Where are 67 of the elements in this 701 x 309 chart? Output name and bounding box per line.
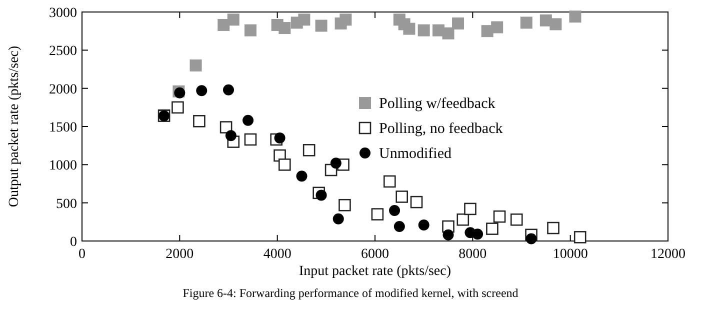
point [274,132,286,144]
legend-label: Polling, no feedback [379,121,504,137]
y-tick-label: 1500 [49,120,77,136]
point [371,208,384,220]
caption: Figure 6-4: Forwarding performance of modified kernel, with screend [182,286,518,300]
point [550,18,562,30]
point [418,24,430,36]
point [330,158,342,169]
y-axis-title: Output packet rate (pkts/sec) [7,46,22,208]
point [242,114,254,126]
point [389,204,400,216]
x-tick-label: 6000 [361,247,389,262]
point [486,222,498,235]
point [418,219,430,230]
point [227,14,240,26]
point [223,84,234,96]
point [302,144,316,156]
x-tick-label: 10000 [552,247,588,262]
x-tick-label: 8000 [458,247,487,262]
y-tick-label: 0 [70,235,77,250]
point [464,202,476,216]
point [510,213,523,226]
point [278,158,291,171]
point [332,213,344,224]
point [220,121,232,134]
point [452,17,464,30]
y-tick-label: 3000 [49,6,77,21]
point [298,14,310,26]
y-tick-label: 2000 [49,82,77,98]
point [526,233,537,244]
point [520,16,532,29]
x-tick-label: 4000 [263,247,292,262]
point [493,210,506,223]
point [244,133,257,146]
point [278,22,291,34]
point [316,190,327,201]
point [384,175,396,188]
point [491,21,504,34]
legend-label: Unmodified [379,146,452,162]
point [396,190,408,203]
point [456,213,470,226]
point [218,18,230,31]
point [340,14,352,26]
point [442,229,454,240]
x-axis-title: Input packet rate (pkts/sec) [299,264,452,279]
x-tick-label: 12000 [650,247,686,262]
point [569,10,582,23]
x-tick-label: 2000 [166,247,194,262]
point [172,101,184,114]
y-tick-label: 2500 [49,44,77,60]
point [442,27,454,40]
point [472,228,484,240]
point [225,130,236,142]
point [244,24,256,36]
point [190,59,202,72]
point [394,220,405,232]
point [338,198,351,212]
point [410,196,423,208]
point [547,222,560,234]
y-tick-label: 500 [56,196,77,212]
legend-label: Polling w/feedback [379,96,496,112]
point [315,20,328,32]
point [196,85,208,96]
point [193,115,206,128]
point [296,170,308,182]
y-tick-label: 1000 [49,158,77,174]
point [574,231,586,244]
